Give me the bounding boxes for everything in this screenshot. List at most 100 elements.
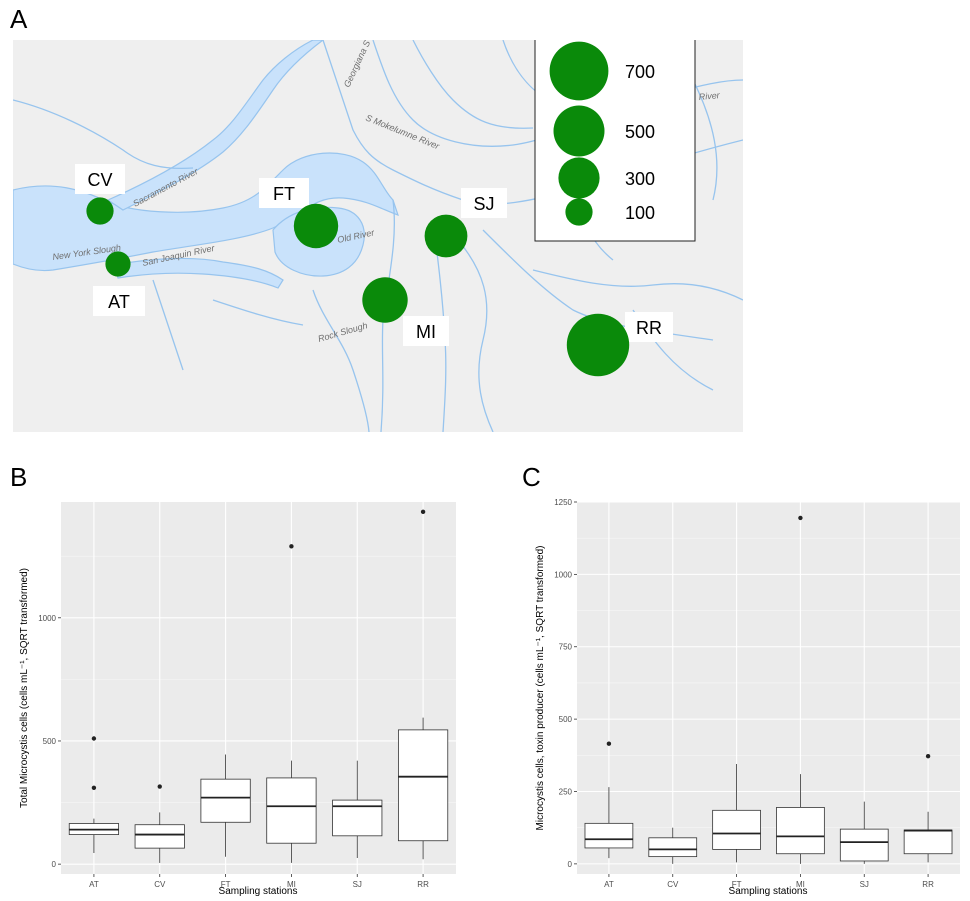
- station-bubble-ft: [293, 203, 339, 249]
- station-label-box: [93, 286, 145, 316]
- box-iqr: [712, 809, 761, 850]
- station-label-box: [625, 312, 673, 342]
- legend-bubble: [553, 105, 605, 157]
- x-tick-label: RR: [922, 880, 934, 889]
- station-bubble-rr: [566, 313, 630, 377]
- legend-label: 300: [625, 169, 655, 189]
- plot-background: [61, 502, 456, 874]
- station-label-box: [259, 178, 309, 208]
- y-tick-label: 1250: [554, 498, 572, 507]
- x-tick-label: AT: [604, 880, 614, 889]
- box-ft: [200, 754, 251, 857]
- box-iqr: [266, 777, 317, 844]
- box-at: [68, 736, 120, 854]
- x-tick-label: AT: [89, 880, 99, 889]
- box-iqr: [839, 828, 889, 862]
- box-mi: [776, 515, 825, 864]
- grid: [577, 501, 960, 874]
- station-label-box: [461, 188, 507, 218]
- x-tick-label: FT: [221, 880, 231, 889]
- box-cv: [648, 827, 698, 864]
- y-tick-label: 500: [43, 737, 57, 746]
- map-panel: Sacramento River San Joaquin River New Y…: [13, 40, 743, 432]
- box-rr: [397, 509, 449, 860]
- legend-label: 100: [625, 203, 655, 223]
- station-bubble-at: [105, 251, 131, 277]
- station-label-box: [403, 316, 449, 346]
- station-bubble-mi: [362, 277, 408, 323]
- x-axis-title: Sampling stations: [729, 886, 808, 897]
- legend-label: 700: [625, 62, 655, 82]
- station-label: AT: [108, 292, 130, 312]
- y-tick-label: 0: [568, 860, 573, 869]
- panel-b-label: B: [10, 462, 28, 492]
- y-tick-label: 0: [52, 860, 57, 869]
- station-bubble-sj: [424, 214, 468, 258]
- x-tick-label: FT: [732, 880, 742, 889]
- y-axis-title: Total Microcystis cells (cells mL⁻¹, SQR…: [19, 568, 30, 808]
- box-iqr: [648, 837, 698, 858]
- station-label: FT: [273, 184, 295, 204]
- outlier-point: [420, 509, 426, 515]
- box-iqr: [397, 729, 449, 842]
- boxes: [68, 509, 449, 863]
- x-tick-label: MI: [796, 880, 805, 889]
- station-bubble-cv: [86, 197, 114, 225]
- y-axis-ticks: 0 250 500 750 1000 1250: [554, 498, 577, 869]
- x-axis-title: Sampling stations: [219, 886, 298, 897]
- y-axis-title: Microcystis cells, toxin producer (cells…: [535, 546, 546, 831]
- box-ft: [712, 763, 761, 863]
- y-tick-label: 1000: [38, 614, 56, 623]
- box-iqr: [200, 778, 251, 823]
- size-legend: 700 500 300 100: [534, 40, 696, 242]
- station-labels: CV AT FT SJ MI RR: [75, 164, 673, 346]
- x-axis-ticks: AT CV FT MI SJ RR: [604, 874, 934, 889]
- box-sj: [332, 760, 383, 858]
- plot-background: [577, 502, 960, 874]
- box-cv: [134, 784, 185, 863]
- box-mi: [266, 544, 317, 863]
- river-label: River: [698, 90, 721, 102]
- station-label: CV: [87, 170, 112, 190]
- y-axis-ticks: 0 500 1000: [38, 614, 61, 869]
- outlier-point: [798, 515, 803, 521]
- y-tick-label: 1000: [554, 570, 572, 579]
- outlier-point: [91, 785, 97, 790]
- box-at: [584, 741, 634, 859]
- y-tick-label: 250: [559, 787, 573, 796]
- outlier-point: [91, 736, 97, 741]
- outlier-point: [157, 784, 162, 789]
- box-rr: [903, 753, 953, 863]
- station-bubbles: [86, 197, 630, 377]
- legend-bubble: [558, 157, 600, 199]
- x-tick-label: SJ: [860, 880, 869, 889]
- legend-label: 500: [625, 122, 655, 142]
- box-iqr: [134, 824, 185, 849]
- x-axis-ticks: AT CV FT MI SJ RR: [89, 874, 429, 889]
- station-label: SJ: [473, 194, 494, 214]
- x-tick-label: CV: [667, 880, 679, 889]
- station-label-box: [75, 164, 125, 194]
- panel-a-label: A: [10, 4, 28, 34]
- box-plot-toxin: 0 250 500 750 1000 1250 AT CV FT MI SJ RR Sampling…: [535, 498, 960, 897]
- x-tick-label: CV: [154, 880, 166, 889]
- legend-bubble: [549, 41, 609, 101]
- legend-bubble: [565, 198, 593, 226]
- station-label: RR: [636, 318, 662, 338]
- x-tick-label: MI: [287, 880, 296, 889]
- station-label: MI: [416, 322, 436, 342]
- box-iqr: [776, 807, 825, 855]
- boxes: [584, 515, 953, 864]
- outlier-point: [925, 753, 931, 759]
- outlier-point: [289, 544, 294, 549]
- box-iqr: [903, 829, 953, 855]
- y-tick-label: 500: [559, 715, 573, 724]
- box-sj: [839, 801, 889, 864]
- box-iqr: [584, 822, 634, 849]
- x-tick-label: SJ: [353, 880, 362, 889]
- panel-c-label: C: [522, 462, 541, 492]
- y-tick-label: 750: [559, 643, 573, 652]
- outlier-point: [606, 741, 612, 746]
- x-tick-label: RR: [417, 880, 429, 889]
